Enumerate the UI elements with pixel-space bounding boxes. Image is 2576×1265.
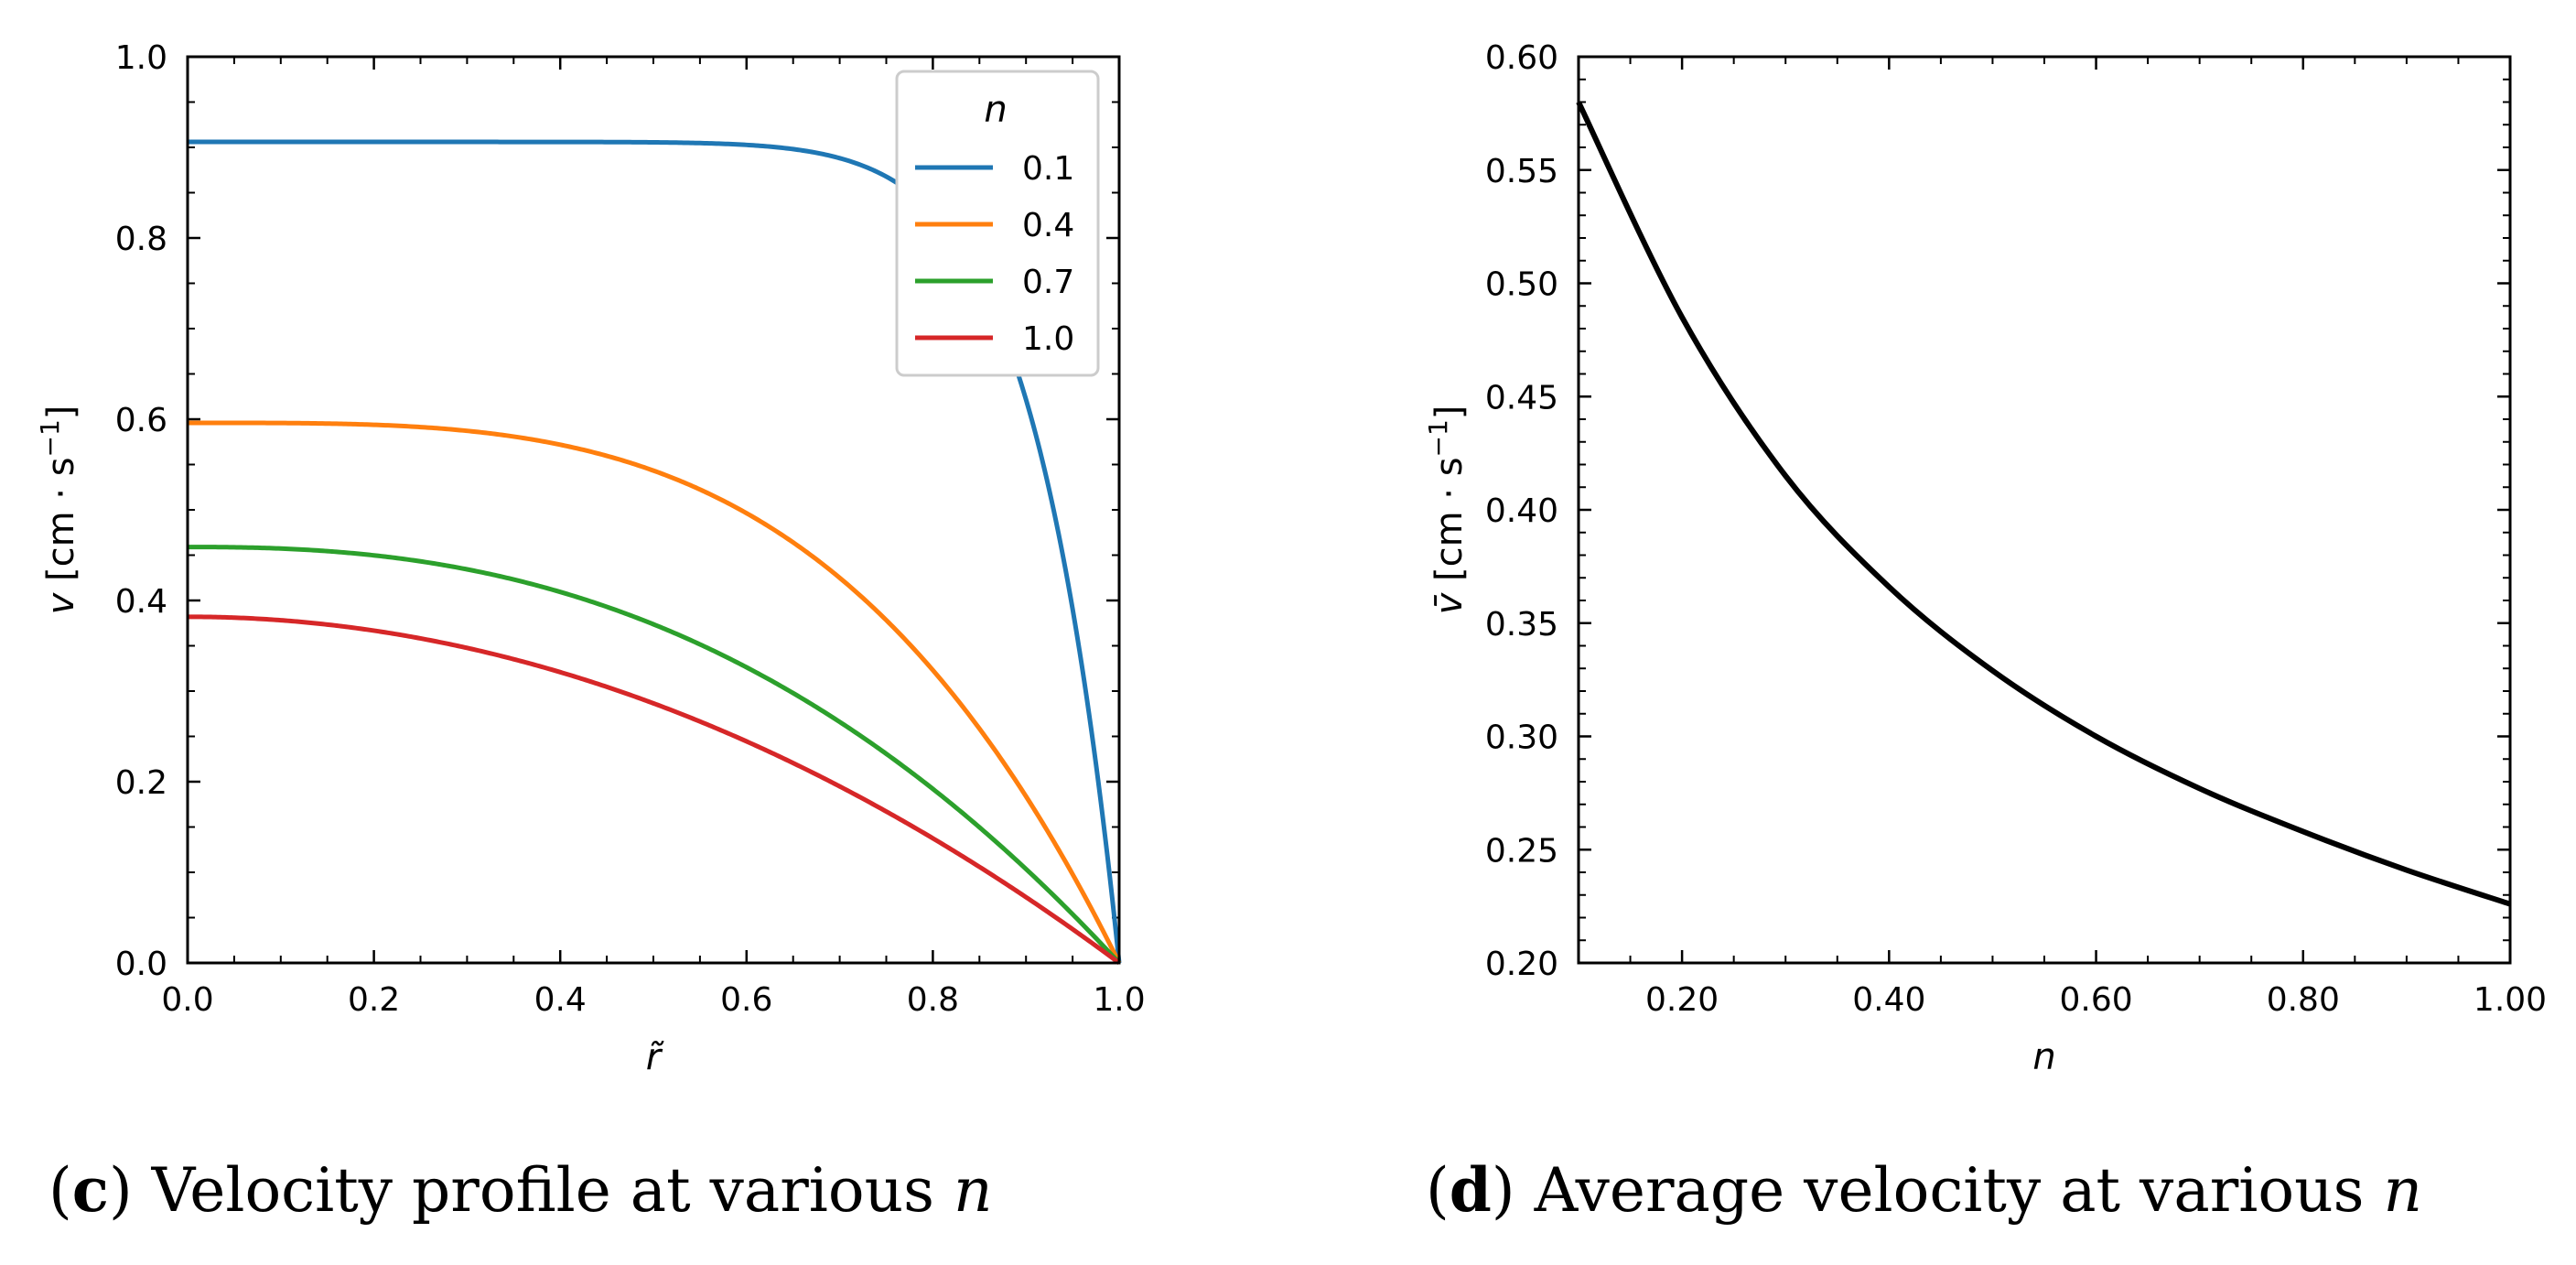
c-x-tick-label: 1.0 — [1093, 981, 1145, 1019]
c-caption-var: n — [954, 1155, 993, 1226]
d-y-label-var: v̄ — [1428, 591, 1471, 614]
d-y-axis-label: v̄ [cm · s−1] — [1423, 405, 1471, 615]
c-x-tick-label: 0.8 — [907, 981, 959, 1019]
c-series-line-n-0.4 — [188, 420, 1122, 965]
c-y-label-exp: −1 — [35, 419, 65, 457]
d-series-line-average-velocity — [1576, 101, 2511, 907]
d-series-lines — [1576, 101, 2511, 907]
c-caption: (c) Velocity profile at various n — [49, 1154, 993, 1226]
c-legend-label: 1.0 — [1022, 320, 1074, 358]
d-x-tick-label: 0.60 — [2059, 981, 2132, 1019]
c-x-tick-label: 0.4 — [534, 981, 587, 1019]
c-y-tick-label: 0.0 — [115, 946, 167, 983]
c-y-tick-label: 0.4 — [115, 583, 167, 621]
c-legend-box — [895, 70, 1100, 377]
d-y-tick-label: 0.25 — [1485, 832, 1558, 870]
d-y-label-close: ] — [1428, 405, 1471, 420]
c-y-tick-label: 0.6 — [115, 402, 167, 439]
c-legend-title: n — [984, 89, 1007, 131]
c-legend-label: 0.4 — [1022, 207, 1074, 244]
c-y-label-unit: [cm · s — [40, 457, 82, 581]
c-y-label-var: v — [40, 591, 82, 614]
d-caption-var: n — [2383, 1155, 2422, 1226]
c-x-axis-label: r̃ — [646, 1036, 664, 1078]
d-plot-frame — [1577, 55, 2512, 965]
d-y-tick-label: 0.20 — [1485, 946, 1558, 983]
c-y-tick-label: 1.0 — [115, 39, 167, 77]
d-y-label-unit: [cm · s — [1428, 457, 1471, 581]
c-caption-text: Velocity profile at various — [151, 1155, 934, 1226]
c-caption-letter: c — [72, 1154, 109, 1226]
d-y-tick-label: 0.55 — [1485, 153, 1558, 190]
d-x-axis-label: n — [2032, 1036, 2055, 1078]
c-series-line-n-0.7 — [188, 545, 1121, 965]
c-y-tick-label: 0.8 — [115, 221, 167, 258]
chart-d: 0.20 0.40 0.60 0.80 1.00 0.20 0.25 0.30 0.35 0.40… — [1423, 39, 2547, 1226]
c-legend-label: 0.1 — [1022, 150, 1074, 188]
d-y-tick-label: 0.35 — [1485, 606, 1558, 643]
c-y-tick-label: 0.2 — [115, 764, 167, 802]
d-x-tick-label: 1.00 — [2474, 981, 2547, 1019]
d-y-tick-label: 0.50 — [1485, 266, 1558, 304]
d-y-tick-label: 0.60 — [1485, 39, 1558, 77]
c-tick-labels: 0.0 0.2 0.4 0.6 0.8 1.0 0.0 0.2 0.4 0.6 0.8 1.0 — [115, 39, 1146, 1019]
c-x-tick-label: 0.6 — [720, 981, 772, 1019]
d-x-tick-label: 0.40 — [1852, 981, 1925, 1019]
c-series-line-n-1.0 — [188, 614, 1121, 966]
chart-c: 0.0 0.2 0.4 0.6 0.8 1.0 0.0 0.2 0.4 0.6 0.8 1.0 n 0… — [35, 39, 1146, 1226]
d-caption-letter: d — [1450, 1154, 1492, 1226]
c-legend: n 0.1 0.4 0.7 1.0 — [895, 70, 1100, 377]
d-caption: (d) Average velocity at various n — [1426, 1154, 2422, 1226]
c-x-tick-label: 0.0 — [161, 981, 213, 1019]
c-y-label-close: ] — [40, 405, 82, 420]
d-x-tick-label: 0.20 — [1645, 981, 1719, 1019]
c-plot-frame — [186, 55, 1121, 965]
d-y-label-exp: −1 — [1423, 419, 1453, 457]
d-x-tick-label: 0.80 — [2267, 981, 2340, 1019]
c-y-axis-label: v [cm · s−1] — [35, 405, 82, 615]
d-caption-text: Average velocity at various — [1534, 1155, 2365, 1226]
c-legend-label: 0.7 — [1022, 264, 1074, 301]
c-legend-entries: 0.1 0.4 0.7 1.0 — [915, 150, 1074, 358]
d-y-tick-label: 0.30 — [1485, 719, 1558, 757]
d-y-tick-label: 0.40 — [1485, 492, 1558, 530]
d-y-tick-label: 0.45 — [1485, 379, 1558, 416]
c-x-tick-label: 0.2 — [348, 981, 400, 1019]
d-ticks — [1578, 55, 2512, 965]
d-tick-labels: 0.20 0.40 0.60 0.80 1.00 0.20 0.25 0.30 0.35 0.40… — [1485, 39, 2547, 1019]
